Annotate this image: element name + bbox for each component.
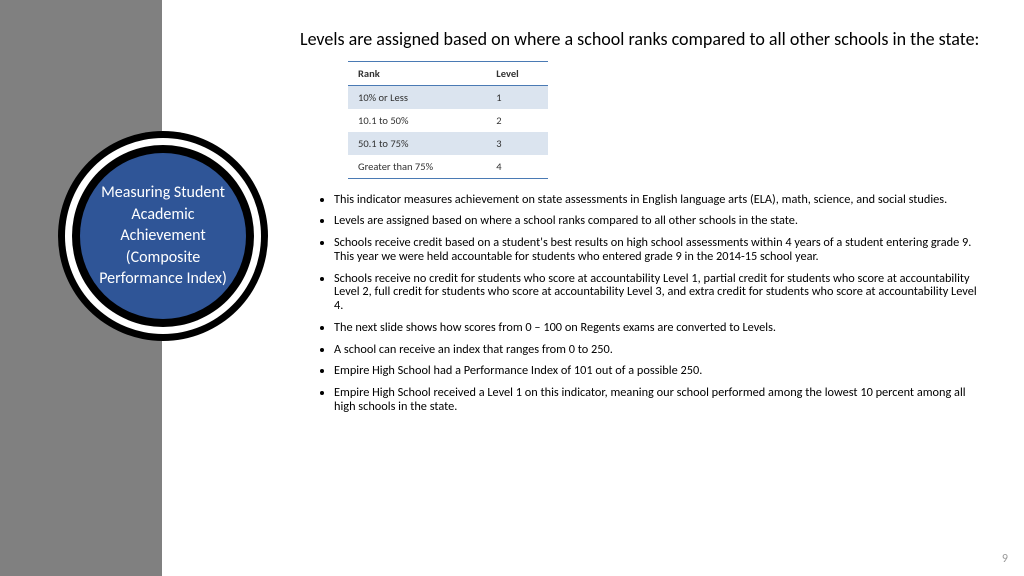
cell-rank: 10% or Less [348,85,486,109]
cell-level: 1 [486,85,548,109]
slide: Measuring Student Academic Achievement (… [0,0,1024,576]
table-header-row: Rank Level [348,61,548,85]
col-header-level: Level [486,61,548,85]
table-row: 10% or Less 1 [348,85,548,109]
page-number: 9 [1002,552,1008,566]
table-row: Greater than 75% 4 [348,155,548,179]
bullet-list: This indicator measures achievement on s… [334,193,988,414]
list-item: Empire High School had a Performance Ind… [334,364,984,378]
cell-rank: 10.1 to 50% [348,109,486,132]
title-medallion: Measuring Student Academic Achievement (… [58,131,268,341]
list-item: The next slide shows how scores from 0 –… [334,321,984,335]
levels-table-wrap: Rank Level 10% or Less 1 10.1 to 50% 2 5… [348,61,988,179]
levels-table: Rank Level 10% or Less 1 10.1 to 50% 2 5… [348,61,548,179]
list-item: Schools receive no credit for students w… [334,272,984,313]
list-item: Levels are assigned based on where a sch… [334,214,984,228]
medallion-title: Measuring Student Academic Achievement (… [98,182,228,290]
table-row: 10.1 to 50% 2 [348,109,548,132]
cell-level: 3 [486,132,548,155]
list-item: This indicator measures achievement on s… [334,193,984,207]
table-row: 50.1 to 75% 3 [348,132,548,155]
content-region: Levels are assigned based on where a sch… [300,28,988,422]
slide-heading: Levels are assigned based on where a sch… [300,28,988,51]
list-item: A school can receive an index that range… [334,343,984,357]
cell-level: 4 [486,155,548,179]
cell-rank: Greater than 75% [348,155,486,179]
medallion-core: Measuring Student Academic Achievement (… [80,153,246,319]
list-item: Schools receive credit based on a studen… [334,236,984,264]
cell-rank: 50.1 to 75% [348,132,486,155]
col-header-rank: Rank [348,61,486,85]
list-item: Empire High School received a Level 1 on… [334,386,984,414]
cell-level: 2 [486,109,548,132]
